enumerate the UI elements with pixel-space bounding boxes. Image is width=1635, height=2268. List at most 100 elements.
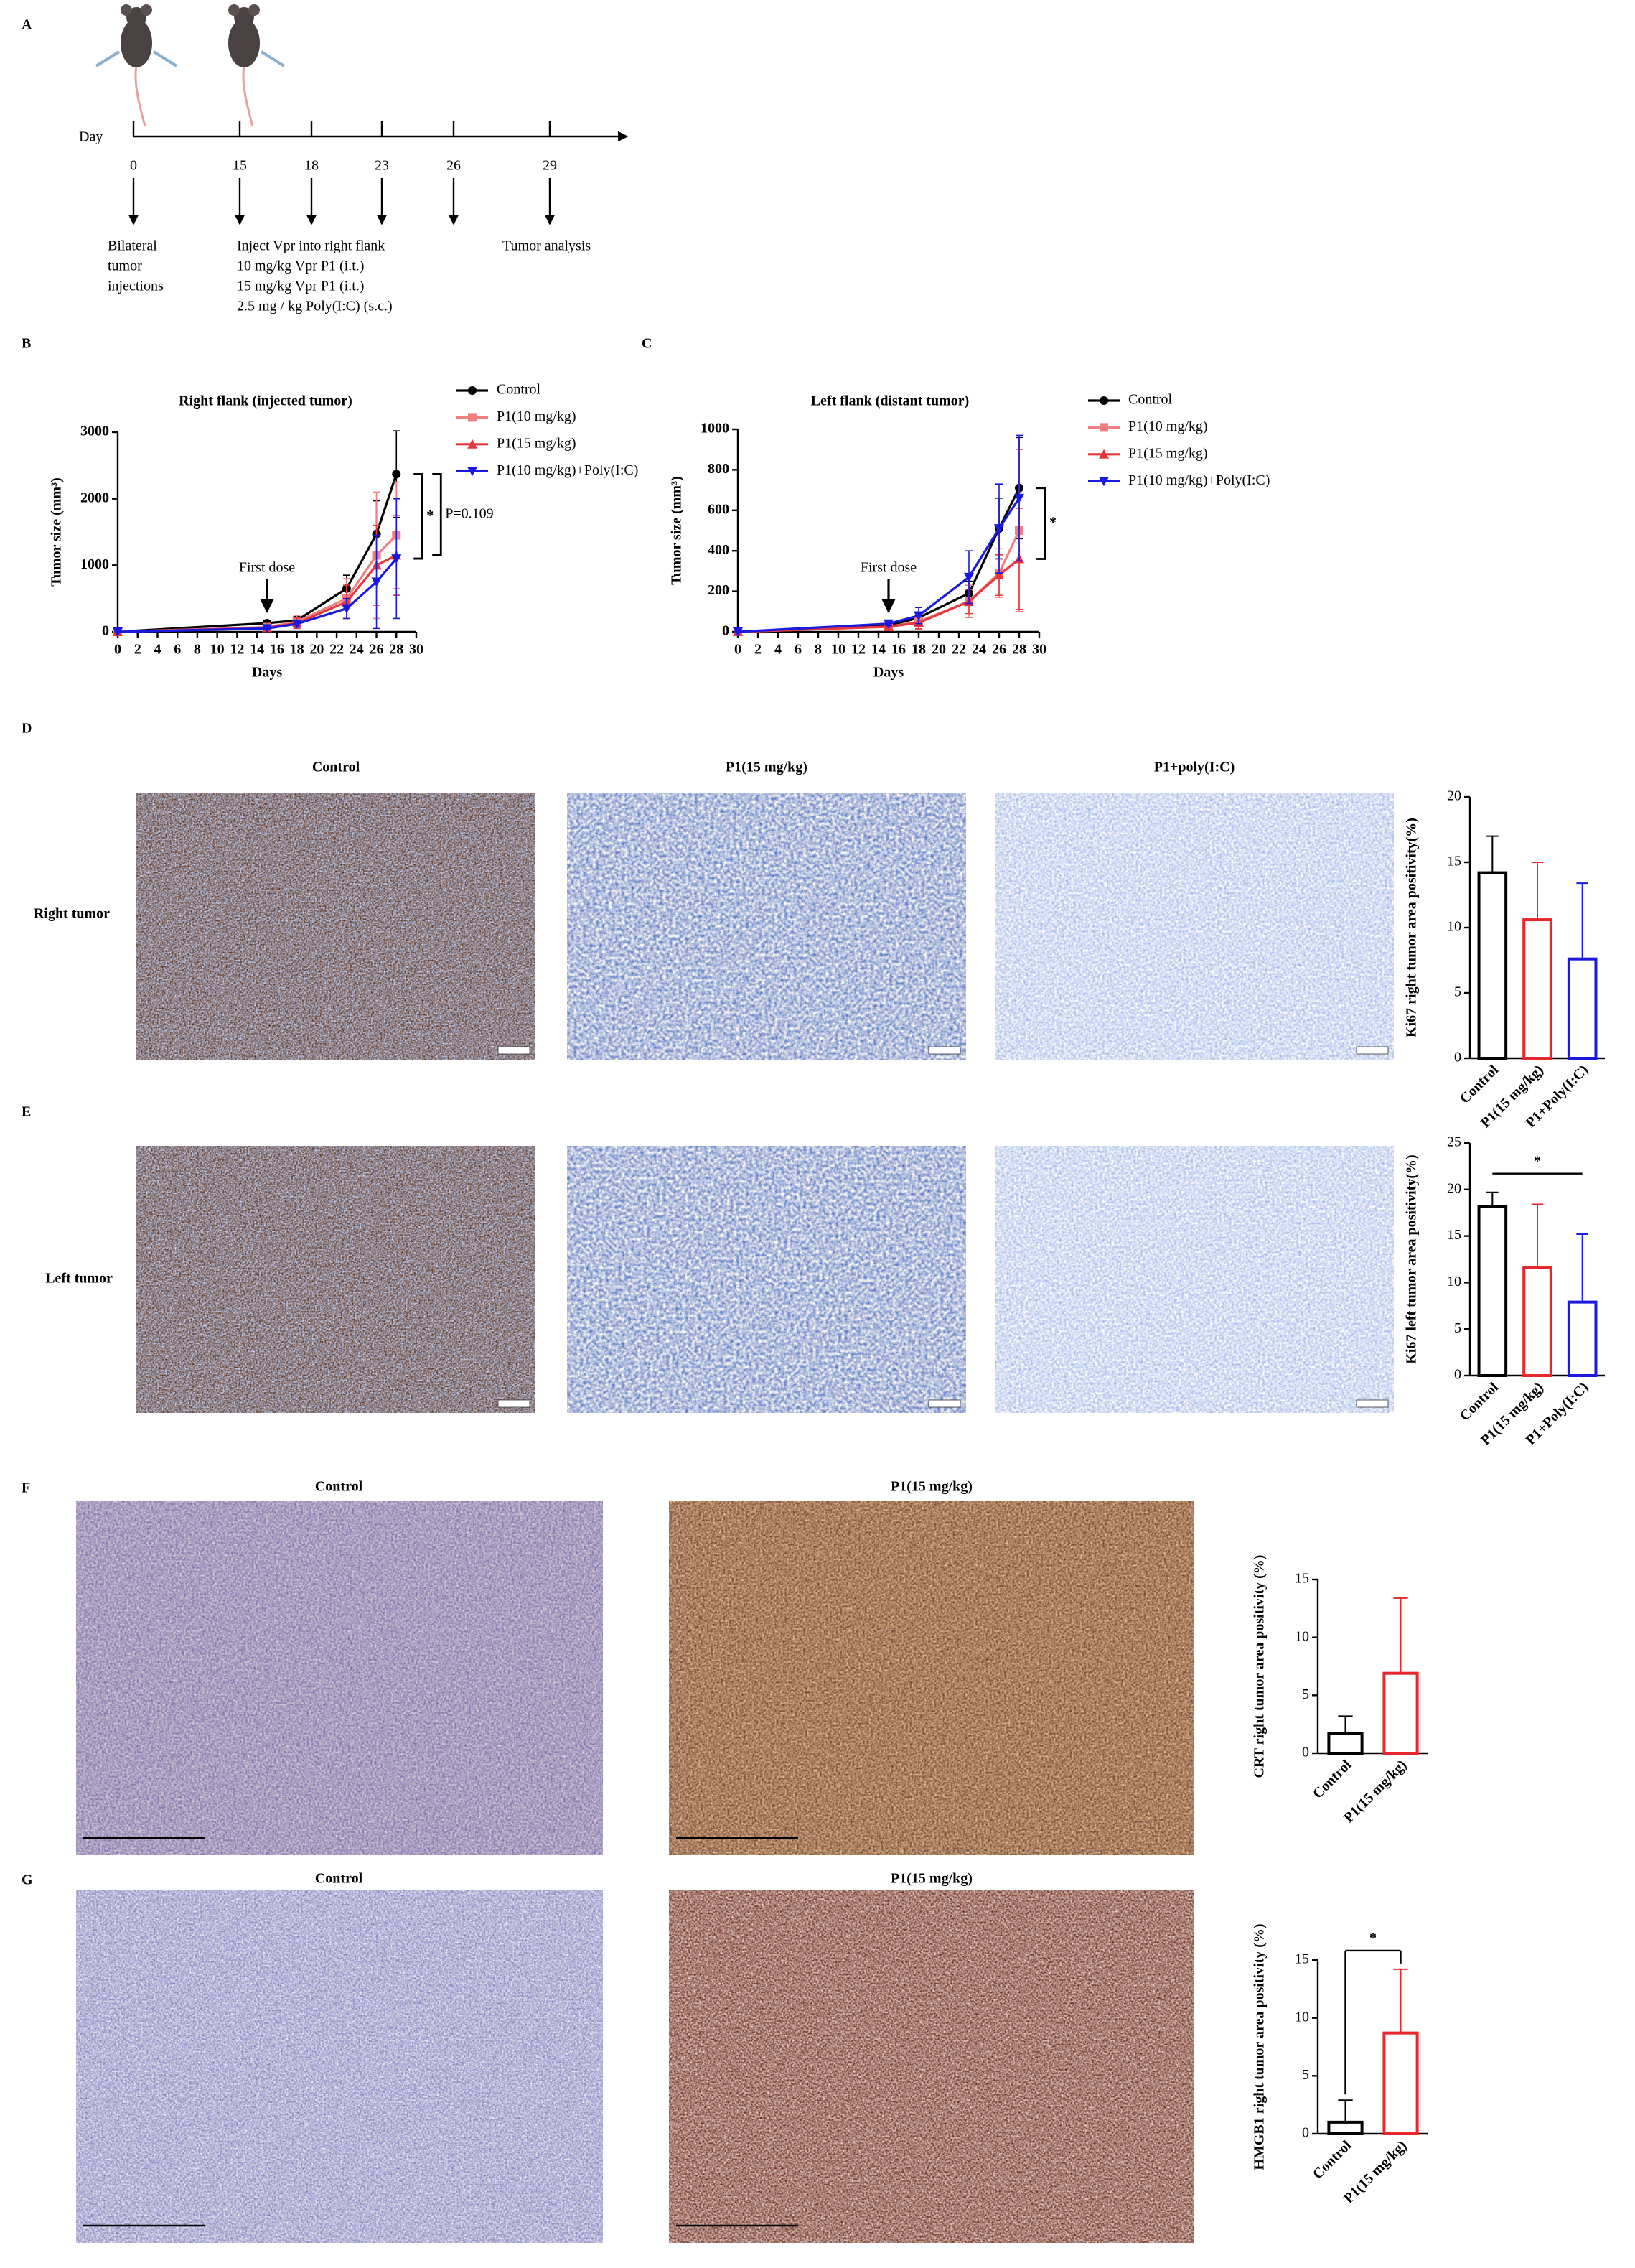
marker: [994, 570, 1004, 580]
y-tick-label: 15: [1295, 1571, 1309, 1587]
x-tick-label: 14: [871, 642, 886, 658]
error-bar: [1531, 1203, 1544, 1268]
x-tick-label: 6: [174, 642, 181, 658]
marker: [371, 577, 382, 587]
significance-bracket: [413, 472, 423, 560]
micrograph: [567, 1146, 966, 1413]
legend-marker: [467, 439, 477, 449]
y-tick-label: 600: [708, 501, 729, 517]
timeline-note: injections: [108, 279, 164, 294]
y-tick-label: 5: [1454, 1320, 1461, 1336]
significance-bracket: [1036, 487, 1046, 560]
timeline-note: 10 mg/kg Vpr P1 (i.t.): [237, 258, 364, 274]
bar: [1522, 1266, 1552, 1377]
panel-label: F: [22, 1480, 30, 1496]
significance-label: *: [1369, 1931, 1377, 1946]
y-tick-label: 400: [708, 542, 729, 558]
y-tick-label: 15: [1447, 1227, 1461, 1243]
panel-label: B: [22, 336, 31, 352]
scale-bar: [928, 1399, 961, 1408]
timeline-axis-label: Day: [79, 129, 103, 145]
timeline-note: 15 mg/kg Vpr P1 (i.t.): [237, 279, 364, 294]
error-bar: [1338, 2099, 1353, 2122]
y-tick-label: 10: [1447, 1274, 1461, 1289]
x-tick-label: 22: [329, 642, 344, 658]
timeline-note: tumor: [108, 258, 142, 274]
marker: [914, 611, 924, 621]
timeline-note: 2.5 mg / kg Poly(I:C) (s.c.): [237, 299, 393, 314]
x-tick-label: 18: [912, 642, 926, 658]
y-tick-label: 0: [722, 623, 729, 639]
bar: [1477, 1205, 1508, 1378]
bar: [1522, 918, 1552, 1060]
x-tick-label: 28: [1012, 642, 1026, 658]
x-tick-label: 20: [932, 642, 946, 658]
y-tick-label: 800: [708, 461, 729, 477]
x-axis-label: Days: [252, 665, 282, 681]
row-label: Right tumor: [34, 906, 110, 922]
error-bar: [1393, 1968, 1408, 2033]
timeline-note: Tumor analysis: [502, 238, 591, 254]
x-tick-label: 10: [831, 642, 845, 658]
bar: [1477, 871, 1508, 1060]
y-axis-label: Ki67 right tumor area positivity(%): [1404, 818, 1420, 1037]
x-tick-label: 4: [774, 642, 782, 658]
marker: [1014, 493, 1024, 503]
timeline-day: 18: [304, 158, 319, 174]
y-tick-label: 10: [1295, 2009, 1309, 2025]
series-line: [737, 497, 1021, 633]
y-tick-label: 10: [1295, 1628, 1309, 1644]
y-tick-label: 5: [1302, 2067, 1309, 2083]
y-tick-label: 25: [1447, 1134, 1461, 1150]
x-tick-label: 4: [154, 642, 161, 658]
legend-label: Control: [1128, 392, 1173, 408]
x-tick-label: 0: [114, 642, 121, 658]
bar: [1382, 2031, 1419, 2135]
x-tick-label: 8: [815, 642, 822, 658]
legend-marker: [468, 386, 477, 395]
chart-title: Right flank (injected tumor): [179, 393, 352, 409]
scale-bar: [1356, 1399, 1389, 1408]
marker: [291, 619, 302, 629]
micrograph: [136, 1146, 535, 1413]
significance-bracket: [1344, 1949, 1402, 2095]
mouse-icon: [228, 4, 286, 127]
column-title: P1(15 mg/kg): [726, 760, 807, 775]
y-tick-label: 3000: [80, 424, 109, 439]
legend-label: Control: [497, 382, 541, 398]
timeline-day: 0: [130, 158, 137, 174]
x-tick-label: 12: [851, 642, 866, 658]
marker: [113, 627, 123, 637]
y-axis-label: Tumor size (mm³): [49, 477, 65, 587]
y-tick-label: 20: [1447, 1180, 1461, 1196]
significance-label: *: [426, 508, 434, 523]
marker: [884, 619, 894, 629]
column-title: P1(15 mg/kg): [891, 1479, 973, 1495]
marker: [733, 627, 743, 637]
legend-marker: [1099, 449, 1109, 459]
x-tick-label: 30: [409, 642, 423, 658]
marker: [391, 554, 402, 564]
micrograph: [669, 1890, 1194, 2243]
error-bar: [1393, 1597, 1408, 1674]
column-title: P1+poly(I:C): [1154, 760, 1235, 775]
legend-marker: [1100, 423, 1108, 432]
timeline-day: 23: [375, 158, 389, 174]
row-label: Left tumor: [45, 1271, 113, 1287]
bar: [1327, 1732, 1364, 1755]
x-tick-label: 6: [795, 642, 802, 658]
significance-bracket: [432, 472, 442, 556]
annotation: First dose: [239, 560, 295, 576]
error-bar: [1486, 1191, 1499, 1207]
y-axis-label: Tumor size (mm³): [669, 476, 685, 585]
series-line: [737, 558, 1021, 633]
x-tick-label: 12: [230, 642, 244, 658]
panel-label: E: [22, 1104, 31, 1120]
panel-label: G: [22, 1872, 33, 1888]
x-tick-label: 14: [250, 642, 264, 658]
marker: [262, 624, 272, 634]
x-tick-label: 2: [754, 642, 762, 658]
series-line: [117, 473, 398, 633]
x-tick-label: 28: [389, 642, 403, 658]
